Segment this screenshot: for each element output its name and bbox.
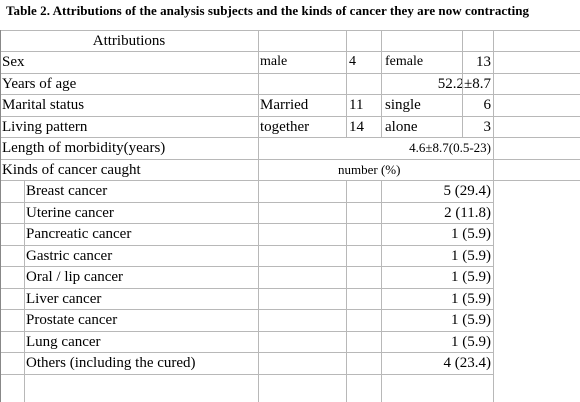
cancer-value: 1 (5.9) [451,247,491,264]
grid-line [462,30,463,138]
number-percent-label: number (%) [338,161,401,177]
morbidity-value: 4.6±8.7(0.5-23) [409,140,491,155]
age-label: Years of age [2,75,77,92]
grid-line [258,181,259,402]
grid-line [346,181,347,402]
table-row: Others (including the cured) 4 (23.4) [0,353,494,375]
table-row: Pancreatic cancer 1 (5.9) [0,224,494,246]
together-label: together [260,118,310,135]
grid-line [346,30,347,138]
cancer-name: Oral / lip cancer [26,269,124,285]
male-count: 4 [349,54,356,69]
grid-line [381,30,382,138]
male-label: male [260,54,288,69]
header-row: Attributions [0,30,580,52]
cancer-value: 1 (5.9) [451,269,491,285]
cancer-name: Prostate cancer [26,312,118,328]
female-count: 13 [476,54,491,70]
single-label: single [385,97,421,113]
together-count: 14 [349,118,364,135]
married-label: Married [260,97,309,113]
cancer-name: Lung cancer [26,333,101,350]
table-row: Gastric cancer 1 (5.9) [0,246,494,267]
sex-label: Sex [2,54,25,70]
single-count: 6 [483,97,492,113]
attributions-header: Attributions [92,33,166,49]
cancer-name: Gastric cancer [26,247,113,264]
married-count: 11 [349,97,364,113]
cancer-value: 1 (5.9) [451,290,491,307]
cancer-value: 4 (23.4) [443,355,492,371]
row-living: Living pattern together 14 alone 3 [0,117,580,138]
morbidity-label: Length of morbidity(years) [2,140,166,156]
living-label: Living pattern [2,118,88,135]
table-row: Oral / lip cancer 1 (5.9) [0,267,494,289]
cancer-name: Pancreatic cancer [26,226,132,242]
kinds-label: Kinds of cancer caught [2,161,141,178]
cancer-value: 5 (29.4) [443,183,492,199]
cancer-name: Liver cancer [26,290,102,307]
alone-count: 3 [483,118,492,135]
grid-line [258,30,259,181]
table-row: Prostate cancer 1 (5.9) [0,310,494,332]
marital-label: Marital status [2,97,85,113]
grid-line [24,181,25,402]
row-age: Years of age 52.2±8.7 [0,74,580,95]
grid-line [493,30,494,402]
grid-line [381,181,382,402]
age-value: 52.2±8.7 [437,75,491,92]
table-row: Uterine cancer 2 (11.8) [0,203,494,224]
cancer-name: Breast cancer [26,183,108,199]
table-row: Breast cancer 5 (29.4) [0,181,494,203]
table-row: Lung cancer 1 (5.9) [0,332,494,353]
grid-line [0,30,1,402]
blank-row [0,8,580,30]
table-row: Liver cancer 1 (5.9) [0,289,494,310]
cancer-name: Others (including the cured) [26,355,196,371]
row-marital: Marital status Married 11 single 6 [0,95,580,117]
cancer-value: 1 (5.9) [451,312,491,328]
table-title: Table 2. Attributions of the analysis su… [6,3,530,18]
alone-label: alone [385,118,418,135]
row-morbidity: Length of morbidity(years) 4.6±8.7(0.5-2… [0,138,580,160]
female-label: female [385,54,424,69]
row-sex: Sex male 4 female 13 [0,52,580,74]
cancer-value: 1 (5.9) [451,333,491,350]
cancer-value: 1 (5.9) [451,226,491,242]
cancer-name: Uterine cancer [26,204,114,221]
row-kinds: Kinds of cancer caught number (%) [0,160,580,181]
cancer-value: 2 (11.8) [444,204,491,221]
